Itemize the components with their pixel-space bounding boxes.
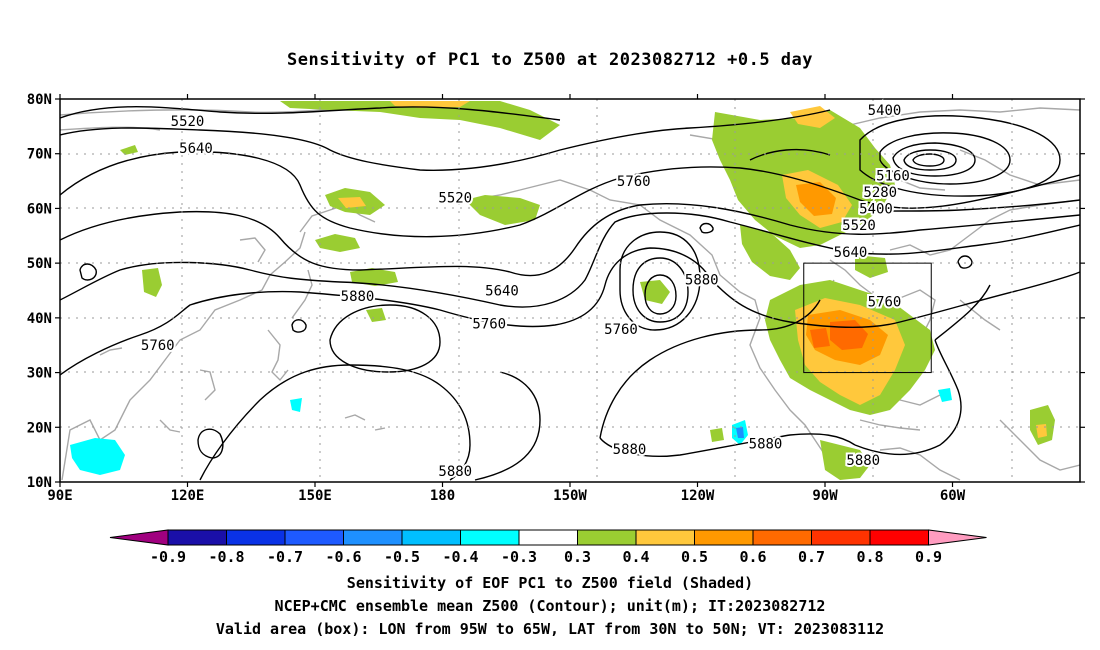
caption-line-3: Valid area (box): LON from 95W to 65W, L… (215, 620, 885, 638)
colorbar-arrow-left (109, 529, 169, 546)
contour-label: 5880 (341, 289, 375, 305)
contour-label: 5760 (604, 322, 638, 338)
contour-label: 5880 (438, 464, 472, 480)
colorbar-label: 0.3 (564, 548, 591, 566)
figure-title: Sensitivity of PC1 to Z500 at 2023082712… (286, 50, 813, 70)
sensitivity-shading (70, 101, 1055, 480)
colorbar-label: -0.4 (442, 548, 478, 566)
lon-label: 120E (171, 488, 205, 504)
map-background (60, 99, 1080, 482)
colorbar-label: -0.6 (325, 548, 361, 566)
z500-contours (60, 106, 1080, 481)
contour-label: 5640 (179, 141, 213, 157)
contour-label: 5880 (613, 442, 647, 458)
lon-label: 150W (553, 488, 587, 504)
caption-line-1: Sensitivity of EOF PC1 to Z500 field (Sh… (346, 574, 754, 592)
colorbar-swatch (811, 529, 871, 546)
colorbar-swatch (752, 529, 812, 546)
colorbar-label: -0.9 (150, 548, 186, 566)
colorbar-label: 0.8 (856, 548, 883, 566)
contour-label: 5640 (485, 284, 519, 300)
colorbar-label: 0.6 (739, 548, 766, 566)
lat-label: 30N (27, 366, 52, 382)
colorbar-arrow-right (928, 529, 987, 546)
contour-label: 5160 (876, 169, 910, 185)
contour-label: 5880 (846, 453, 880, 469)
valid-area-box (803, 262, 932, 374)
colorbar-swatch (635, 529, 695, 546)
lat-label: 50N (27, 256, 52, 272)
colorbar-label: -0.8 (208, 548, 244, 566)
colorbar-label: -0.3 (501, 548, 537, 566)
lat-label: 60N (27, 201, 52, 217)
lon-label: 180 (430, 488, 455, 504)
caption-line-2: NCEP+CMC ensemble mean Z500 (Contour); u… (274, 597, 826, 615)
contour-label: 5520 (171, 114, 205, 130)
colorbar-label: 0.5 (681, 548, 708, 566)
colorbar-swatch (401, 529, 461, 546)
colorbar-swatch (518, 529, 578, 546)
colorbar-swatch (577, 529, 637, 546)
contour-label: 5760 (472, 316, 506, 332)
lat-label: 10N (27, 475, 52, 491)
colorbar-swatch (460, 529, 520, 546)
contour-label: 5280 (863, 185, 897, 201)
colorbar-swatch (694, 529, 754, 546)
contour-label: 5760 (617, 174, 651, 190)
lat-label: 70N (27, 147, 52, 163)
lon-label: 150E (298, 488, 332, 504)
colorbar-label: -0.7 (267, 548, 303, 566)
colorbar-swatch (343, 529, 403, 546)
lat-label: 80N (27, 92, 52, 108)
colorbar-label: -0.5 (384, 548, 420, 566)
contour-label: 5880 (749, 437, 783, 453)
contour-label: 5880 (685, 273, 719, 289)
colorbar-swatch (284, 529, 344, 546)
contour-label: 5640 (834, 245, 868, 261)
contour-label: 5400 (868, 103, 902, 119)
colorbar-swatch (167, 529, 227, 546)
colorbar-label: 0.9 (915, 548, 942, 566)
colorbar-label: 0.7 (798, 548, 825, 566)
lon-label: 120W (681, 488, 715, 504)
colorbar-label: 0.4 (622, 548, 649, 566)
lon-label: 90E (47, 488, 72, 504)
colorbar-swatch (226, 529, 286, 546)
colorbar-swatch (869, 529, 929, 546)
lon-label: 90W (812, 488, 838, 504)
contour-label: 5520 (438, 190, 472, 206)
contour-label: 5760 (141, 338, 175, 354)
lon-label: 60W (940, 488, 966, 504)
contour-label: 5400 (859, 201, 893, 217)
contour-label: 5760 (868, 294, 902, 310)
lat-label: 20N (27, 420, 52, 436)
lat-label: 40N (27, 311, 52, 327)
contour-label: 5520 (842, 218, 876, 234)
